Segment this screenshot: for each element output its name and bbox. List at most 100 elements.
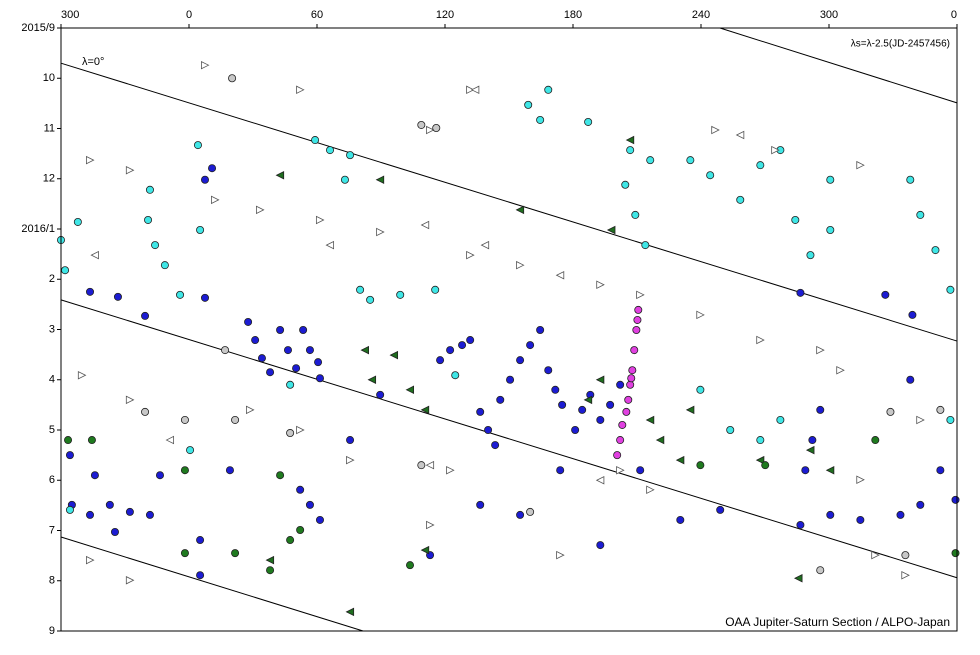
data-point [951,549,960,558]
data-point [65,451,74,460]
data-point [366,295,375,304]
data-point [87,436,96,445]
data-point [406,561,415,570]
data-point [417,120,426,129]
data-point [951,495,960,504]
data-point [791,215,800,224]
data-point [931,246,940,255]
data-point [946,285,955,294]
data-point [180,415,189,424]
data-point [628,366,637,375]
data-point [125,165,135,175]
data-point [228,74,237,83]
data-point [305,500,314,509]
data-point [916,210,925,219]
data-point [86,287,95,296]
data-point [616,436,625,445]
data-point [265,555,275,565]
data-point [466,85,475,95]
data-point [360,345,369,355]
data-point [806,251,815,260]
data-point [871,550,880,560]
data-point [515,205,525,215]
data-point [556,466,565,475]
data-point [630,346,639,355]
data-point [125,507,134,516]
data-point [544,85,553,94]
data-point [113,292,122,301]
data-point [208,164,217,173]
data-point [544,366,553,375]
data-point [631,210,640,219]
data-point [496,395,505,404]
data-point [946,415,955,424]
data-point [436,356,445,365]
data-point [736,195,745,204]
data-point [299,326,308,335]
data-point [606,225,616,235]
annotation: λ=0° [82,56,104,68]
y-tick-label: 2 [49,273,55,285]
data-point [613,451,622,460]
data-point [484,425,493,434]
data-point [706,171,715,180]
data-point [389,350,399,360]
data-point [626,380,635,389]
data-point [305,346,314,355]
data-point [315,215,325,225]
data-point [155,471,164,480]
data-point [345,607,355,617]
data-point [516,510,525,519]
data-point [906,175,915,184]
data-point [622,407,631,416]
data-point [180,466,189,475]
data-point [231,549,240,558]
data-point [296,485,305,494]
data-point [901,570,910,580]
data-point [326,146,335,155]
data-point [145,185,154,194]
data-point [420,405,430,415]
data-point [64,436,73,445]
data-point [420,545,430,555]
data-point [761,461,770,470]
data-point [86,155,95,165]
data-point [286,380,295,389]
data-point [346,151,355,160]
data-point [816,566,825,575]
data-point [276,326,285,335]
data-point [755,455,765,465]
data-point [606,400,615,409]
data-point [458,341,467,350]
data-point [771,145,780,155]
data-point [201,60,210,70]
y-tick-label: 3 [49,323,55,335]
data-point [632,326,641,335]
y-tick-label: 10 [43,72,55,84]
data-point [901,551,910,560]
reference-line [719,27,958,104]
data-point [571,425,580,434]
data-point [77,370,87,380]
data-point [244,317,253,326]
data-point [151,241,160,250]
data-point [420,220,430,230]
data-point [286,536,295,545]
data-point [551,385,560,394]
data-point [816,345,825,355]
data-point [426,125,435,135]
data-point [634,305,643,314]
data-point [257,354,266,363]
reference-line [60,536,364,632]
x-tick-label: 180 [564,9,582,21]
data-point [165,435,175,445]
data-point [896,510,905,519]
data-point [432,123,441,132]
data-point [292,364,301,373]
data-point [516,260,525,270]
data-point [793,573,803,583]
data-point [396,290,405,299]
data-point [73,217,82,226]
data-point [596,280,605,290]
data-point [356,285,365,294]
